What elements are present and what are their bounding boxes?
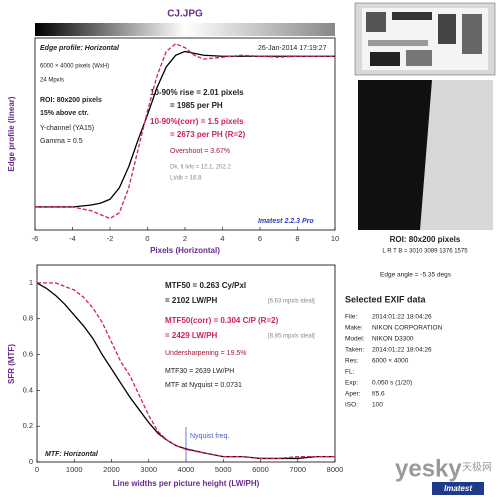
x-tick-label: 10 <box>331 234 339 243</box>
gradient-bar <box>35 23 335 36</box>
x-tick-label: 4000 <box>178 465 195 474</box>
annotation: Undersharpening = 19.5% <box>165 350 247 357</box>
page-title: CJ.JPG <box>167 9 203 20</box>
exif-label: Res: <box>345 358 359 365</box>
x-tick-label: 2000 <box>103 465 120 474</box>
x-tick-label: -2 <box>107 234 114 243</box>
exif-value: 6000 × 4000 <box>372 358 409 365</box>
annotation: Dk, lt lvls = 12.1, 202.2 <box>170 165 232 171</box>
exif-label: FL: <box>345 369 355 376</box>
x-tick-label: 6 <box>258 234 262 243</box>
roi-image <box>358 80 493 230</box>
watermark: yesky <box>395 455 462 482</box>
annotation: = 2429 LW/PH <box>165 331 217 340</box>
y-tick-label: 1 <box>29 278 33 287</box>
exif-value: f/5.6 <box>372 391 385 398</box>
series-line <box>37 282 335 460</box>
logo: Imatest <box>444 484 472 493</box>
annotation: 10-90% rise = 2.01 pixels <box>150 88 244 97</box>
x-tick-label: 6000 <box>252 465 269 474</box>
exif-label: Aper: <box>345 391 361 398</box>
x-tick-label: 1000 <box>66 465 83 474</box>
annotation: [6.63 mpxls ideal] <box>268 299 315 305</box>
x-tick-label: -4 <box>69 234 76 243</box>
exif-value: 2014:01:22 18:04:26 <box>372 347 432 354</box>
annotation: 15% above ctr. <box>40 110 89 117</box>
annotation: MTF30 = 2639 LW/PH <box>165 368 234 375</box>
exif-table: File: 2014:01:22 18:04:26 Make: NIKON CORPO… <box>345 314 443 409</box>
exif-value: 100 <box>372 402 383 409</box>
annotation: Lt/dk = 16.8 <box>170 176 202 182</box>
annotation: 6000 × 4000 pixels (WxH) <box>40 64 109 70</box>
x-tick-label: 2 <box>183 234 187 243</box>
x-tick-label: 7000 <box>289 465 306 474</box>
exif-label: Make: <box>345 325 363 332</box>
x-tick-label: 5000 <box>215 465 232 474</box>
exif-label: Taken: <box>345 347 364 354</box>
nyquist-label: Nyquist freq. <box>190 433 229 440</box>
annotation: = 1985 per PH <box>170 101 223 110</box>
annotation: MTF50(corr) = 0.304 C/P (R=2) <box>165 316 279 325</box>
chart-title: MTF: Horizontal <box>45 451 99 458</box>
x-tick-label: 0 <box>35 465 39 474</box>
y-tick-label: 0.6 <box>23 350 33 359</box>
exif-label: ISO: <box>345 402 358 409</box>
annotation: Gamma = 0.5 <box>40 138 83 145</box>
watermark: 天极网 <box>462 461 492 474</box>
exif-value: 2014:01:22 18:04:26 <box>372 314 432 321</box>
exif-label: File: <box>345 314 357 321</box>
annotation: ROI: 80x200 pixels <box>40 97 102 104</box>
chart-thumbnail <box>354 2 496 76</box>
logo-box <box>432 482 484 495</box>
x-tick-label: -6 <box>32 234 39 243</box>
exif-title: Selected EXIF data <box>345 294 427 304</box>
series-line <box>35 43 335 220</box>
y-tick-label: 0.8 <box>23 314 33 323</box>
annotation: Y-channel (YA15) <box>40 125 94 132</box>
exif-label: Exp: <box>345 380 358 387</box>
y-axis-label: Edge profile (linear) <box>7 96 16 171</box>
x-tick-label: 0 <box>145 234 149 243</box>
annotation: [8.85 mpxls ideal] <box>268 334 315 340</box>
y-tick-label: 0 <box>29 457 33 466</box>
annotation: = 2673 per PH (R=2) <box>170 130 245 139</box>
annotation: 26-Jan-2014 17:19:27 <box>258 45 327 52</box>
plot-frame <box>34 37 336 231</box>
exif-value: NIKON D3300 <box>372 336 414 343</box>
exif-value: 0.050 s (1/20) <box>372 380 412 387</box>
x-axis-label: Pixels (Horizontal) <box>150 246 220 255</box>
x-tick-label: 3000 <box>140 465 157 474</box>
x-tick-label: 8 <box>295 234 299 243</box>
roi-coords: L R T B = 3010 3089 1376 1575 <box>382 249 468 255</box>
y-tick-label: 0.4 <box>23 385 33 394</box>
y-axis-label: SFR (MTF) <box>7 344 16 384</box>
edge-angle: Edge angle = -5.35 degs <box>380 272 452 279</box>
annotation: Imatest 2.2.3 Pro <box>258 218 314 225</box>
exif-label: Model: <box>345 336 365 343</box>
x-tick-label: 4 <box>220 234 224 243</box>
x-axis-label: Line widths per picture height (LW/PH) <box>113 479 260 488</box>
annotation: 24 Mpxls <box>40 78 64 84</box>
roi-caption: ROI: 80x200 pixels <box>390 235 461 244</box>
annotation: = 2102 LW/PH <box>165 296 217 305</box>
annotation: MTF50 = 0.263 Cy/Pxl <box>165 281 246 290</box>
x-tick-label: 8000 <box>327 465 344 474</box>
annotation: Overshoot = 3.67% <box>170 148 230 155</box>
y-tick-label: 0.2 <box>23 421 33 430</box>
chart-title: Edge profile: Horizontal <box>40 45 120 52</box>
exif-value: NIKON CORPORATION <box>372 325 443 332</box>
annotation: 10-90%(corr) = 1.5 pixels <box>150 117 244 126</box>
annotation: MTF at Nyquist = 0.0731 <box>165 382 242 389</box>
